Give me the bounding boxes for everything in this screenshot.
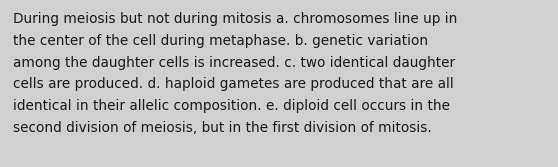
Text: the center of the cell during metaphase. b. genetic variation: the center of the cell during metaphase.… xyxy=(13,34,428,48)
Text: among the daughter cells is increased. c. two identical daughter: among the daughter cells is increased. c… xyxy=(13,56,455,70)
Text: cells are produced. d. haploid gametes are produced that are all: cells are produced. d. haploid gametes a… xyxy=(13,77,454,91)
Text: second division of meiosis, but in the first division of mitosis.: second division of meiosis, but in the f… xyxy=(13,121,432,135)
Text: identical in their allelic composition. e. diploid cell occurs in the: identical in their allelic composition. … xyxy=(13,99,450,113)
Text: During meiosis but not during mitosis a. chromosomes line up in: During meiosis but not during mitosis a.… xyxy=(13,12,458,26)
